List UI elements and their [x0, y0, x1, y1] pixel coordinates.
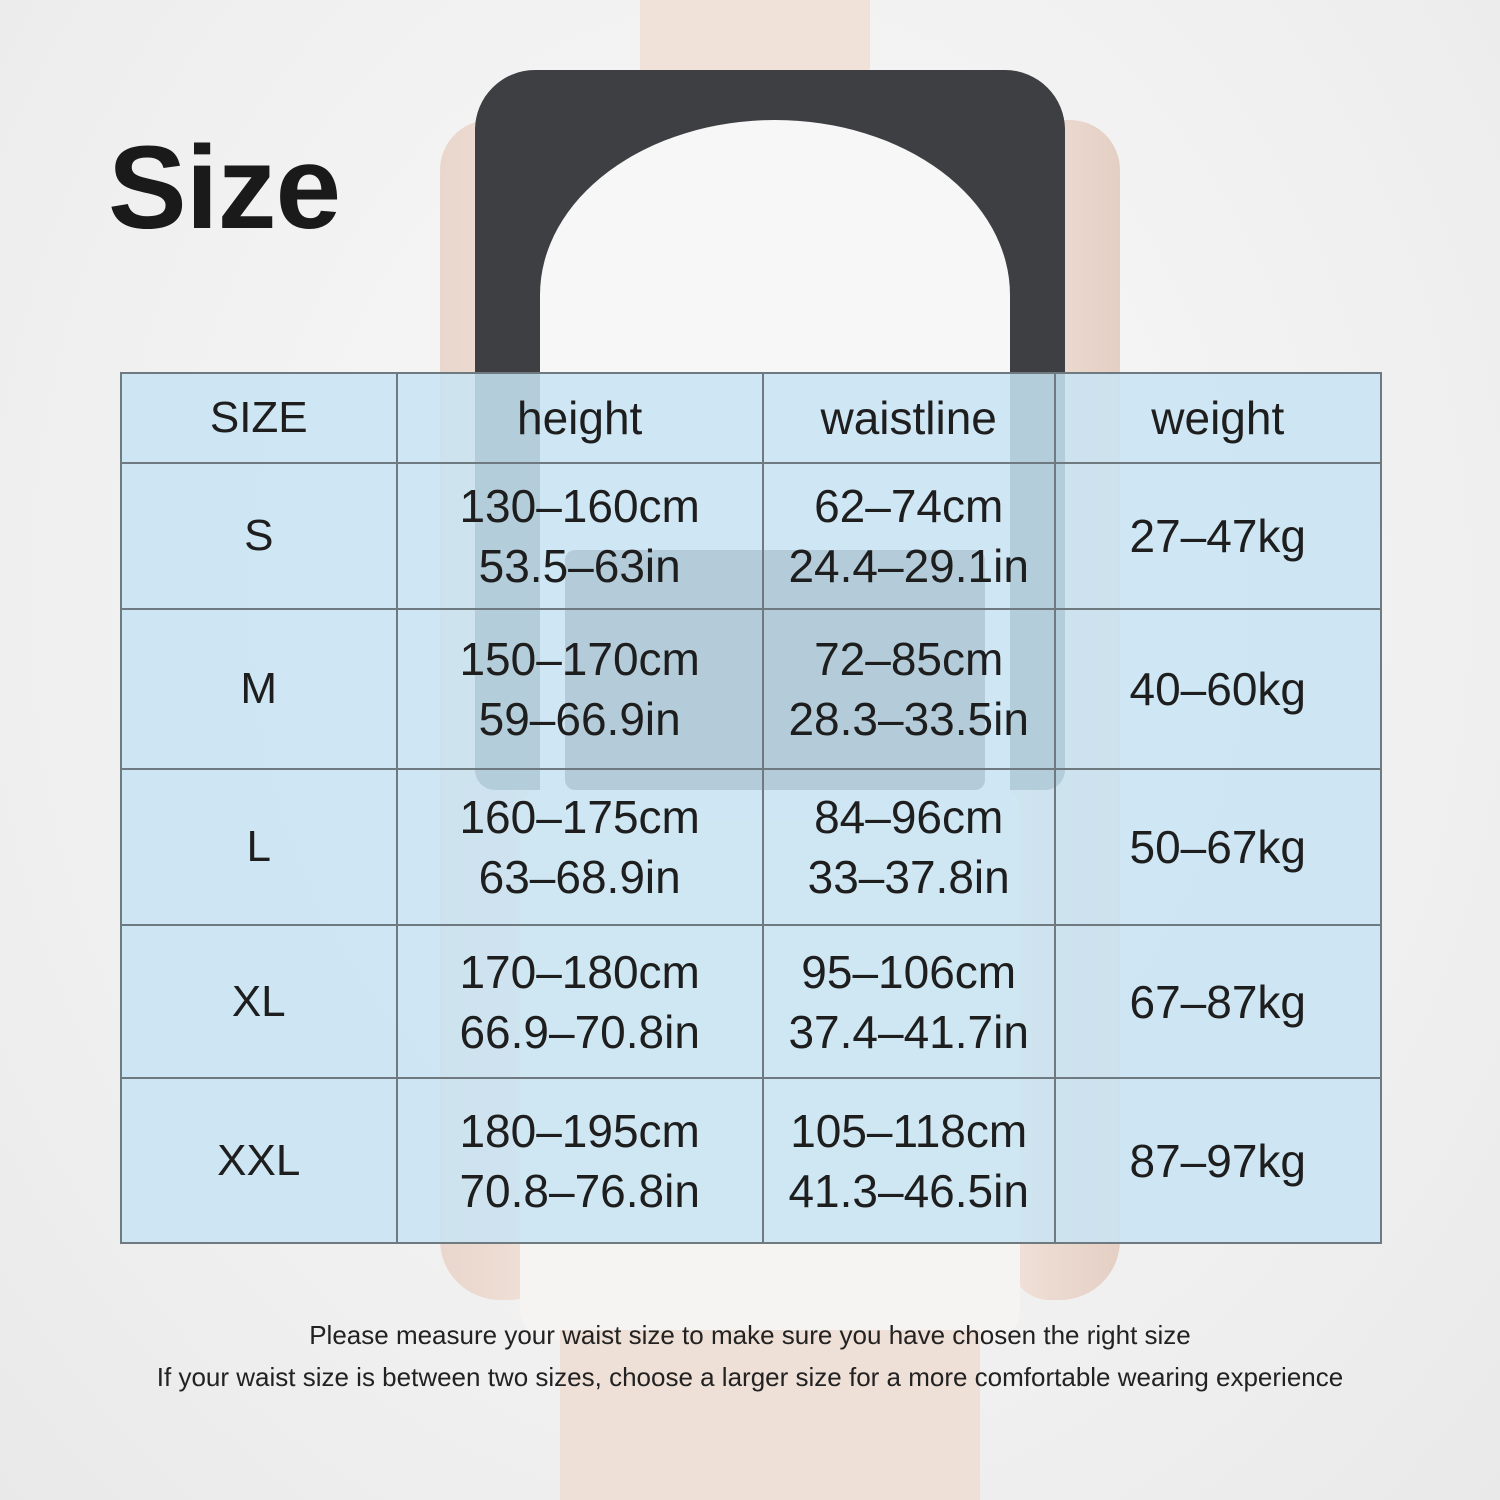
waist-in: 24.4–29.1in — [788, 540, 1029, 592]
size-cell: XXL — [120, 1077, 398, 1244]
size-cell: XL — [120, 924, 398, 1079]
waist-cm: 95–106cm — [801, 945, 1017, 998]
table-row: M 150–170cm 59–66.9in 72–85cm 28.3–33.5in … — [120, 608, 1383, 770]
table-row: L 160–175cm 63–68.9in 84–96cm 33–37.8in 50… — [120, 768, 1383, 926]
height-in: 53.5–63in — [478, 540, 681, 592]
height-cm: 170–180cm — [459, 945, 700, 998]
height-cm: 160–175cm — [459, 791, 700, 843]
weight-cell: 27–47kg — [1053, 462, 1383, 610]
header-waistline: waistline — [761, 372, 1056, 464]
waist-in: 41.3–46.5in — [788, 1164, 1029, 1217]
height-cell: 180–195cm 70.8–76.8in — [395, 1077, 764, 1244]
table-row: XXL 180–195cm 70.8–76.8in 105–118cm 41.3–4… — [120, 1077, 1383, 1244]
table-header-row: SIZE height waistline weight — [120, 372, 1383, 464]
weight-cell: 50–67kg — [1053, 768, 1383, 926]
waist-cm: 84–96cm — [814, 791, 1004, 843]
model-legs — [560, 1330, 980, 1500]
size-cell: M — [120, 608, 398, 770]
waist-cm: 105–118cm — [790, 1104, 1028, 1157]
waist-in: 33–37.8in — [807, 851, 1010, 903]
note-between-sizes: If your waist size is between two sizes,… — [156, 1362, 1344, 1392]
height-in: 66.9–70.8in — [459, 1005, 700, 1058]
height-in: 63–68.9in — [478, 851, 681, 903]
header-weight: weight — [1053, 372, 1383, 464]
header-height: height — [395, 372, 764, 464]
height-cm: 150–170cm — [459, 633, 700, 685]
table-row: XL 170–180cm 66.9–70.8in 95–106cm 37.4–41.… — [120, 924, 1383, 1079]
table-row: S 130–160cm 53.5–63in 62–74cm 24.4–29.1in … — [120, 462, 1383, 610]
height-cm: 130–160cm — [459, 480, 700, 532]
waist-cm: 72–85cm — [814, 633, 1004, 685]
size-cell: L — [120, 768, 398, 926]
waist-cell: 84–96cm 33–37.8in — [761, 768, 1056, 926]
page-title: Size — [108, 122, 341, 254]
size-table: SIZE height waistline weight S 130–160cm… — [120, 372, 1383, 1244]
height-in: 59–66.9in — [478, 693, 681, 745]
size-cell: S — [120, 462, 398, 610]
weight-cell: 40–60kg — [1053, 608, 1383, 770]
height-cell: 150–170cm 59–66.9in — [395, 608, 764, 770]
height-cell: 170–180cm 66.9–70.8in — [395, 924, 764, 1079]
waist-cell: 95–106cm 37.4–41.7in — [761, 924, 1056, 1079]
weight-cell: 87–97kg — [1053, 1077, 1383, 1244]
waist-cell: 62–74cm 24.4–29.1in — [761, 462, 1056, 610]
note-measure-waist: Please measure your waist size to make s… — [309, 1320, 1191, 1350]
waist-cell: 72–85cm 28.3–33.5in — [761, 608, 1056, 770]
height-cell: 160–175cm 63–68.9in — [395, 768, 764, 926]
height-cell: 130–160cm 53.5–63in — [395, 462, 764, 610]
waist-cm: 62–74cm — [814, 480, 1004, 532]
weight-cell: 67–87kg — [1053, 924, 1383, 1079]
waist-cell: 105–118cm 41.3–46.5in — [761, 1077, 1056, 1244]
waist-in: 28.3–33.5in — [788, 693, 1029, 745]
waist-in: 37.4–41.7in — [788, 1005, 1029, 1058]
height-in: 70.8–76.8in — [459, 1164, 700, 1217]
header-size: SIZE — [120, 372, 398, 464]
height-cm: 180–195cm — [459, 1104, 700, 1157]
